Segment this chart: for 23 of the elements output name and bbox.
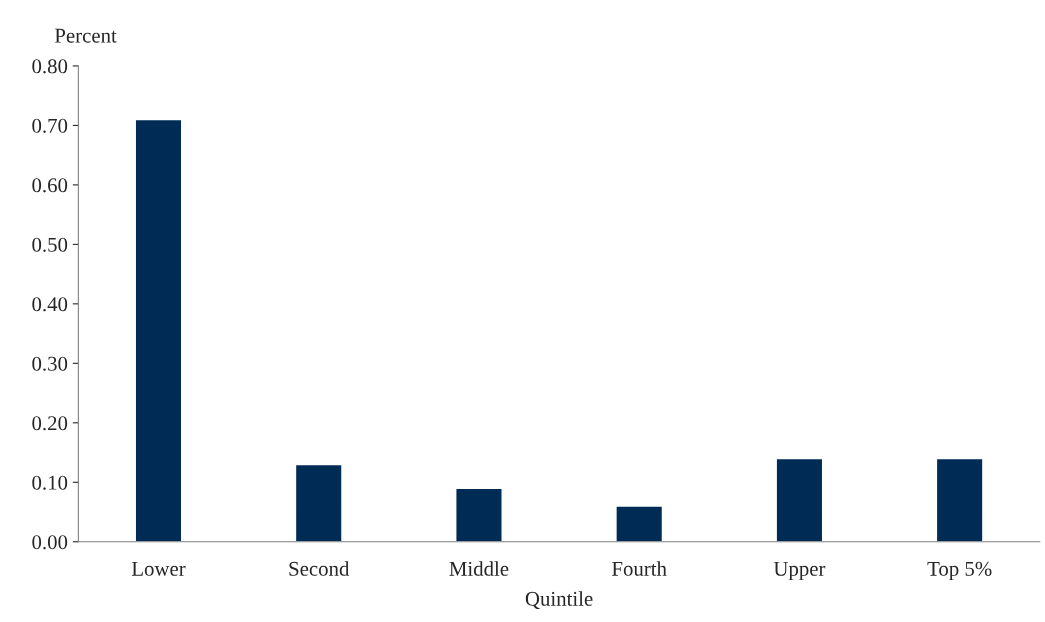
x-tick-label: Upper (773, 562, 826, 581)
y-tick-label: 0.40 (32, 297, 68, 312)
y-tick-label: 0.70 (32, 118, 68, 133)
x-tick-label: Middle (449, 561, 509, 576)
x-tick-label: Fourth (612, 561, 667, 576)
y-tick-label: 0.00 (32, 535, 68, 550)
bar (935, 457, 984, 542)
bar (615, 505, 664, 542)
y-tick-label: 0.60 (32, 178, 68, 193)
x-axis-title: Quintile (525, 591, 593, 610)
y-tick-label: 0.80 (32, 59, 68, 74)
x-tick-label: Second (289, 561, 350, 576)
bar (294, 463, 343, 542)
x-tick-label: Top 5% (927, 561, 992, 581)
y-tick-label: 0.20 (32, 416, 68, 431)
y-tick-label: 0.10 (32, 475, 68, 490)
y-tick-label: 0.50 (32, 237, 68, 252)
y-tick-label: 0.30 (32, 356, 68, 371)
bar (775, 457, 824, 542)
bar (134, 118, 183, 542)
y-axis-title: Percent (54, 28, 117, 43)
bar (455, 487, 503, 542)
x-tick-label: Lower (131, 562, 186, 576)
